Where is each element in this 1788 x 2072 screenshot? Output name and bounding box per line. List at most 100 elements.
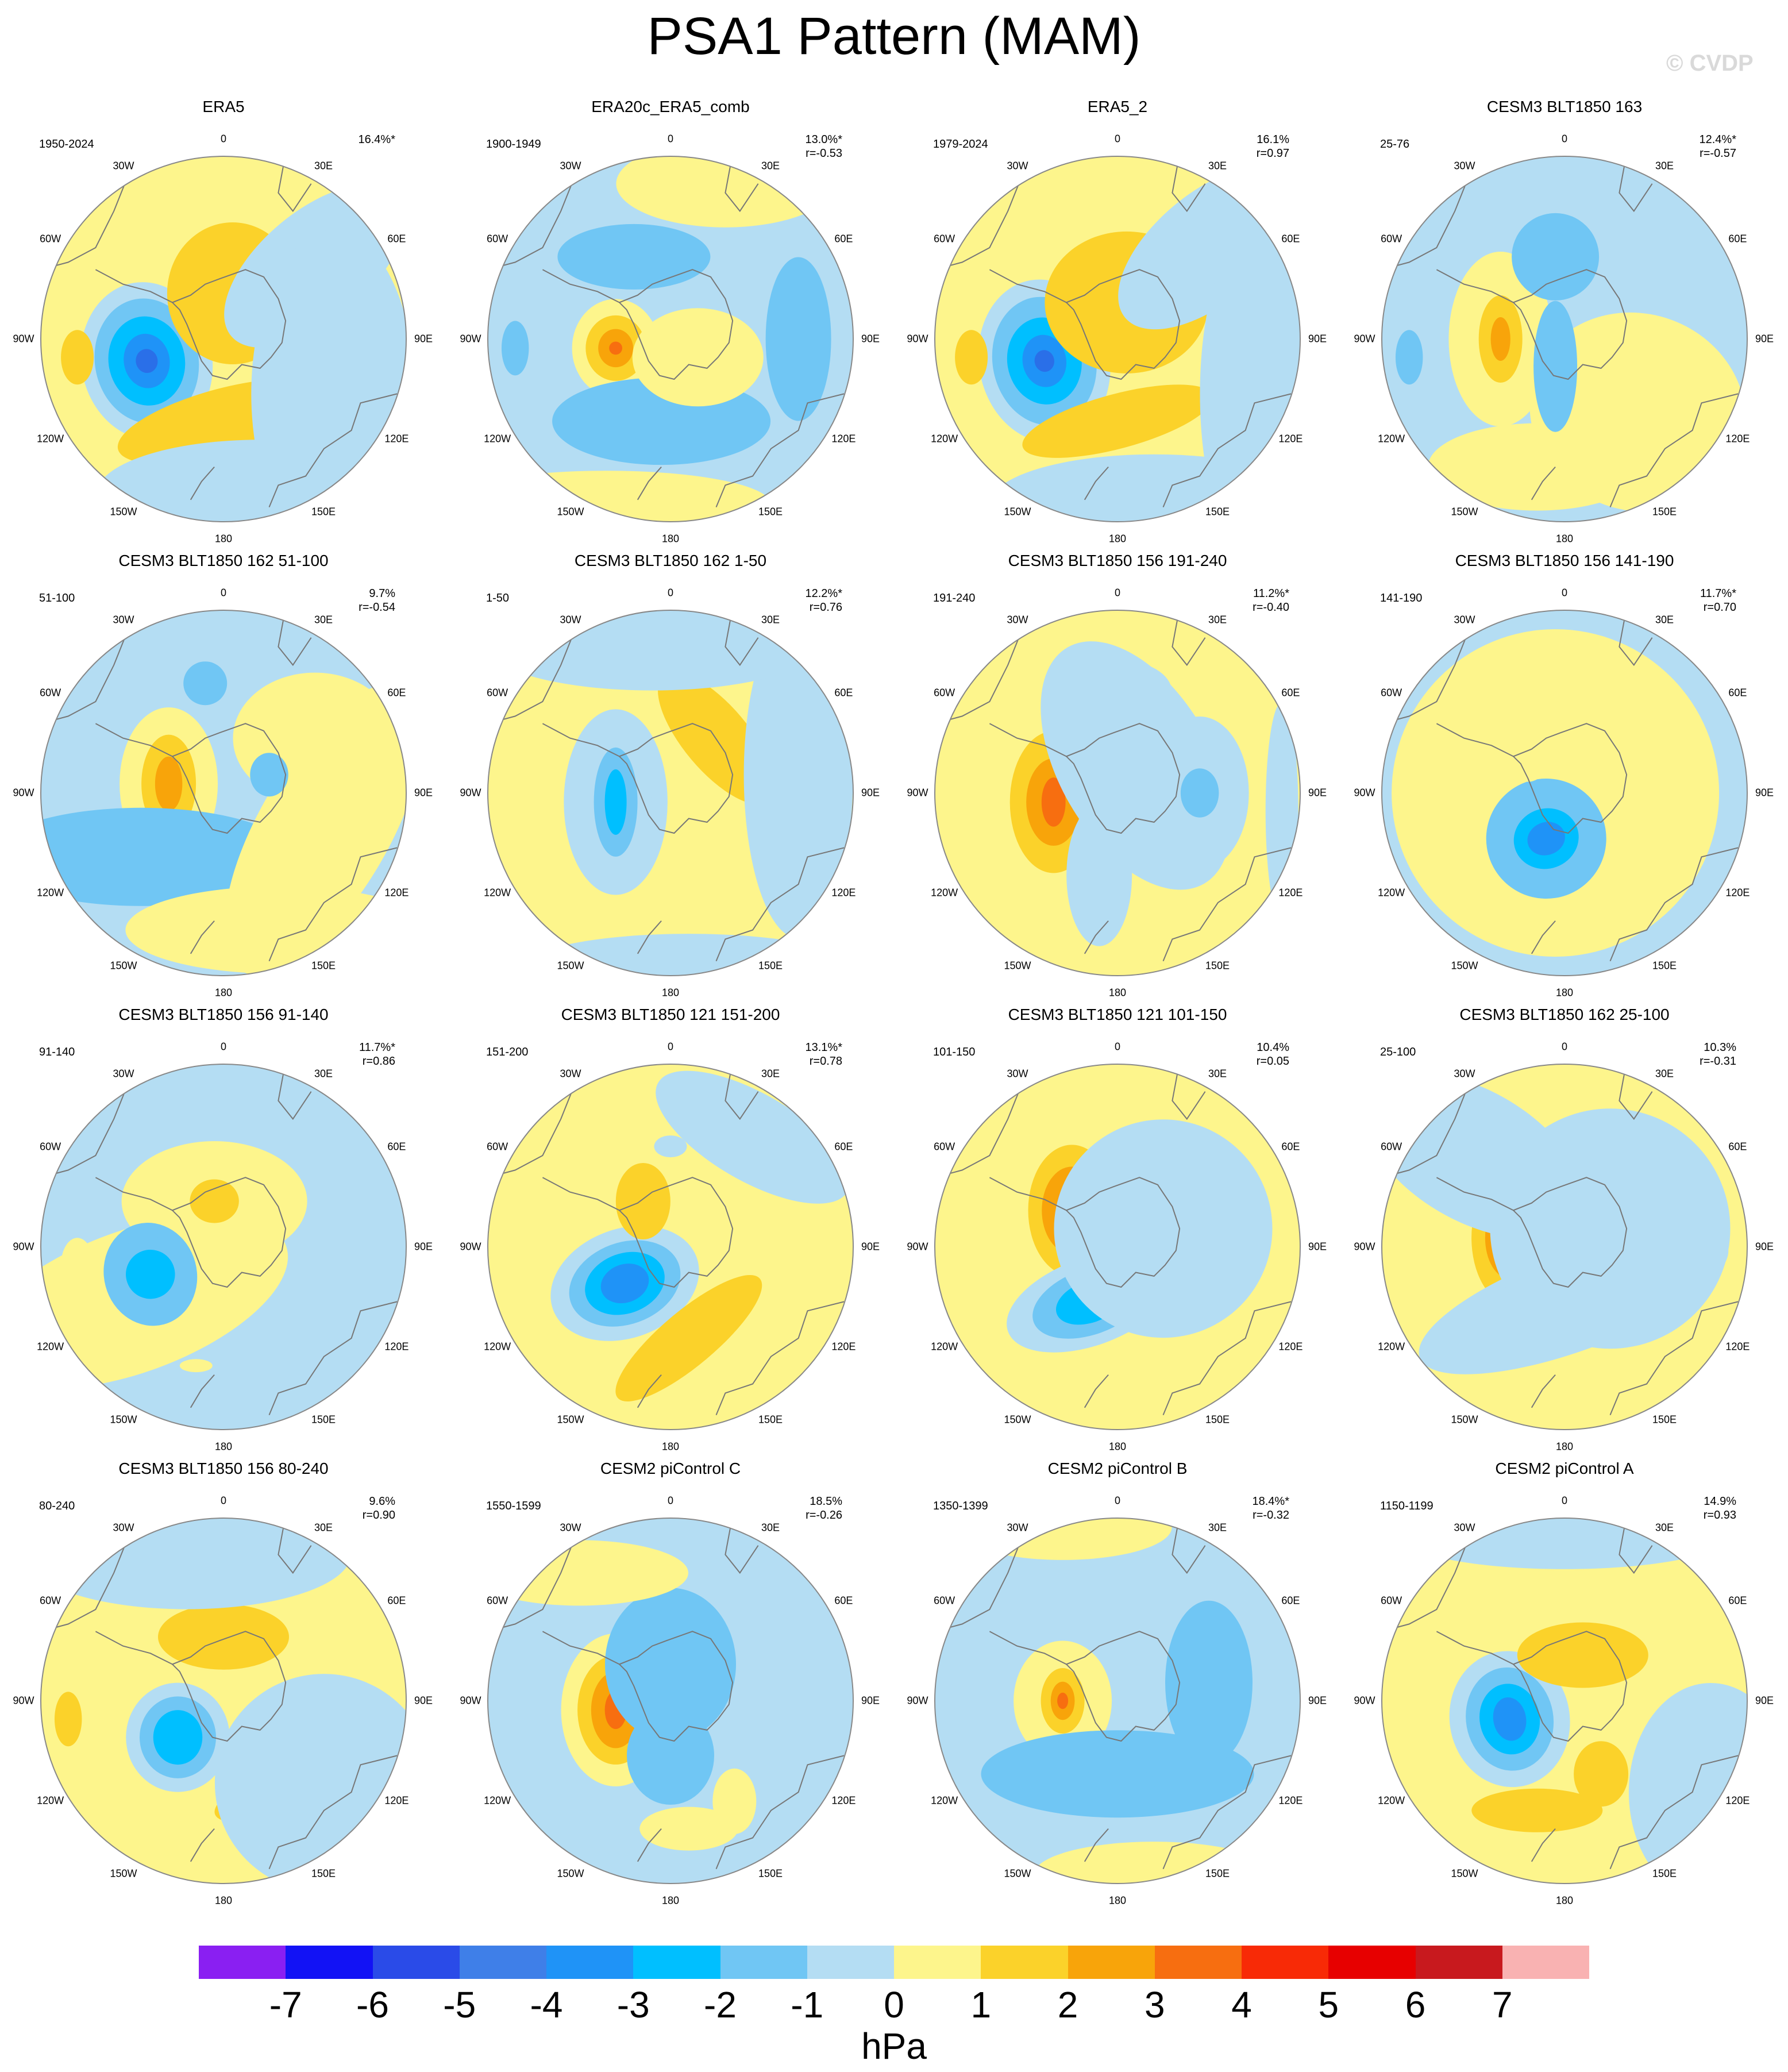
- panel-variance-pct: 11.7%*: [359, 1041, 395, 1054]
- colorbar-box: [720, 1946, 807, 1979]
- anomaly-contour: [1619, 390, 1674, 434]
- panel-title: CESM3 BLT1850 162 1-50: [574, 552, 767, 569]
- panel-title: CESM2 piControl B: [1047, 1459, 1188, 1477]
- longitude-label: 90W: [1354, 787, 1375, 799]
- longitude-label: 30W: [1454, 160, 1475, 172]
- map-panel: 0 30E 60E 90E 120E 150E 180 150W 120W 90W 60W 30W CE…: [894, 1454, 1341, 1908]
- longitude-label: 60E: [1281, 1141, 1300, 1153]
- polar-map: [40, 1518, 407, 1884]
- longitude-label: 90E: [414, 1694, 433, 1707]
- coastline: [1531, 466, 1556, 500]
- longitude-label: 0: [1114, 1495, 1121, 1507]
- longitude-label: 90E: [1755, 333, 1774, 345]
- map-panel: 0 30E 60E 90E 120E 150E 180 150W 120W 90W 60W 30W CE…: [1341, 1000, 1788, 1454]
- coastline: [715, 1301, 845, 1415]
- longitude-label: 120E: [1278, 433, 1303, 445]
- coastline: [1172, 1525, 1206, 1574]
- anomaly-contour: [1034, 350, 1054, 372]
- coastline: [542, 269, 620, 303]
- coastline: [1065, 269, 1181, 380]
- colorbar-box: [1328, 1946, 1416, 1979]
- panel-title: CESM3 BLT1850 121 151-200: [561, 1006, 780, 1023]
- map-panel: 0 30E 60E 90E 120E 150E 180 150W 120W 90W 60W 30W CE…: [1341, 92, 1788, 546]
- coastline: [268, 393, 398, 507]
- map-panel: 0 30E 60E 90E 120E 150E 180 150W 120W 90W 60W 30W CE…: [447, 1454, 894, 1908]
- panel-pattern-correlation: r=0.90: [362, 1509, 395, 1522]
- longitude-label: 60W: [487, 687, 508, 699]
- longitude-label: 180: [1555, 1894, 1574, 1907]
- map-boundary: [934, 610, 1301, 976]
- longitude-label: 120W: [484, 433, 511, 445]
- anomaly-contour: [136, 349, 158, 373]
- longitude-label: 180: [661, 1894, 680, 1907]
- map-boundary: [1381, 156, 1748, 522]
- colorbar-tick-label: 4: [1231, 1984, 1252, 2025]
- longitude-label: 120E: [384, 887, 409, 899]
- colorbar-tick-label: -5: [443, 1984, 476, 2025]
- longitude-label: 120W: [1378, 1341, 1405, 1353]
- longitude-label: 150W: [1451, 506, 1478, 518]
- coastline: [1172, 1071, 1206, 1120]
- longitude-label: 0: [1114, 133, 1121, 145]
- panel-title: CESM3 BLT1850 162 51-100: [118, 552, 329, 569]
- panel-title: CESM2 piControl C: [600, 1459, 741, 1477]
- panel-pattern-correlation: r=0.70: [1703, 601, 1736, 614]
- longitude-label: 120W: [37, 1341, 64, 1353]
- coastline: [1619, 617, 1653, 667]
- anomaly-contour: [1063, 660, 1172, 726]
- longitude-label: 30W: [1007, 1522, 1028, 1534]
- longitude-label: 60W: [934, 233, 955, 245]
- longitude-label: 120W: [931, 1341, 958, 1353]
- longitude-label: 0: [667, 1041, 674, 1053]
- panel-variance-pct: 10.4%: [1257, 1041, 1289, 1054]
- longitude-label: 0: [1561, 1495, 1568, 1507]
- polar-map: [487, 1518, 854, 1884]
- longitude-label: 0: [1561, 1041, 1568, 1053]
- polar-map: [1381, 156, 1748, 522]
- panel-title: CESM3 BLT1850 156 141-190: [1455, 552, 1674, 569]
- colorbar-tick-label: -7: [269, 1984, 302, 2025]
- longitude-label: 30E: [761, 1522, 780, 1534]
- longitude-label: 180: [214, 533, 233, 545]
- coastline: [715, 393, 845, 507]
- longitude-label: 90E: [414, 1241, 433, 1253]
- longitude-label: 150W: [1004, 1867, 1031, 1880]
- longitude-label: 180: [1108, 1894, 1127, 1907]
- longitude-label: 120E: [1725, 1341, 1750, 1353]
- longitude-label: 150E: [758, 506, 783, 518]
- coastline: [1619, 163, 1653, 213]
- map-boundary: [1381, 610, 1748, 976]
- longitude-label: 150E: [1652, 1867, 1677, 1880]
- longitude-label: 150W: [1451, 960, 1478, 972]
- map-boundary: [40, 156, 407, 522]
- coastline: [488, 165, 580, 271]
- longitude-label: 180: [214, 987, 233, 999]
- anomaly-contour: [250, 753, 288, 797]
- coastline: [637, 1374, 662, 1408]
- colorbar-tick-label: -6: [356, 1984, 389, 2025]
- polar-map: [1381, 1518, 1748, 1884]
- anomaly-contour: [1178, 1225, 1222, 1269]
- longitude-label: 0: [667, 133, 674, 145]
- coastline: [1609, 1755, 1739, 1869]
- coastline: [989, 723, 1067, 757]
- longitude-label: 60E: [834, 687, 853, 699]
- longitude-label: 90W: [13, 1694, 34, 1707]
- longitude-label: 180: [661, 1441, 680, 1453]
- coastline: [618, 723, 734, 834]
- map-panel: 0 30E 60E 90E 120E 150E 180 150W 120W 90W 60W 30W CE…: [1341, 546, 1788, 1000]
- anomaly-contour: [1034, 1842, 1274, 1884]
- anomaly-contour: [61, 330, 94, 385]
- anomaly-contour: [712, 1768, 757, 1834]
- longitude-label: 90W: [460, 787, 481, 799]
- colorbar-tick-label: -4: [530, 1984, 563, 2025]
- longitude-label: 90W: [907, 333, 928, 345]
- longitude-label: 30E: [1655, 1522, 1674, 1534]
- anomaly-contour: [96, 440, 406, 522]
- panel-pattern-correlation: r=0.76: [809, 601, 842, 614]
- longitude-label: 90W: [907, 787, 928, 799]
- anomaly-contour: [1634, 815, 1678, 881]
- anomaly-contour: [1402, 781, 1435, 842]
- coastline: [1172, 617, 1206, 667]
- coastline: [1162, 1301, 1292, 1415]
